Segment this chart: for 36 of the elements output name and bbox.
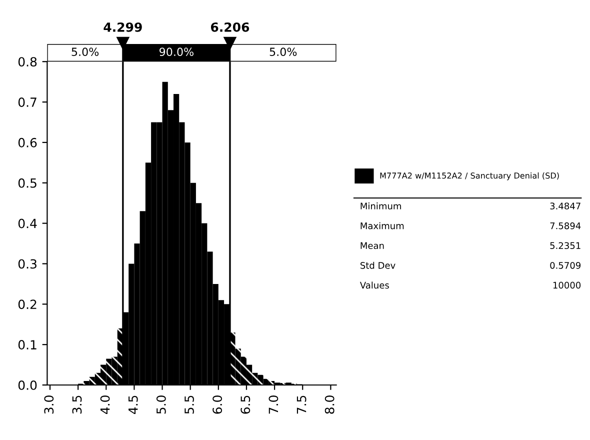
ref-line-label: 6.206 <box>210 22 250 32</box>
x-tick-label: 3.0 <box>44 396 54 414</box>
text: Mean <box>360 242 384 250</box>
x-tick-label: 7.5 <box>296 396 306 414</box>
text: 3.4847 <box>550 202 580 210</box>
y-tick-label: 0.3 <box>18 259 36 269</box>
text: Maximum <box>360 222 404 230</box>
text: 90.0% <box>160 48 194 56</box>
text: 0.5709 <box>550 262 581 269</box>
y-tick-label: 0.0 <box>18 380 37 390</box>
x-tick-label: 6.0 <box>212 396 222 414</box>
y-tick-label: 0.2 <box>18 300 36 310</box>
ref-line-label: 4.299 <box>104 22 142 32</box>
y-tick-label: 0.4 <box>18 218 37 228</box>
y-tick-label: 0.1 <box>18 340 36 350</box>
x-tick-label: 5.5 <box>184 396 194 414</box>
text: Minimum <box>360 202 401 210</box>
x-tick-label: 8.0 <box>324 396 334 414</box>
x-tick-label: 4.5 <box>128 396 138 414</box>
text: Values <box>360 282 389 289</box>
y-tick-label: 0.6 <box>18 138 37 148</box>
y-tick-label: 0.5 <box>18 178 36 188</box>
y-tick-label: 0.7 <box>18 97 36 107</box>
x-tick-label: 7.0 <box>268 396 278 414</box>
x-tick-label: 6.5 <box>240 396 250 414</box>
y-tick-label: 0.8 <box>18 57 37 67</box>
x-tick-label: 4.0 <box>100 396 110 414</box>
x-tick-label: 5.0 <box>156 396 166 414</box>
text: 5.2351 <box>550 242 580 250</box>
text: 7.5894 <box>550 222 581 230</box>
text: 10000 <box>553 282 581 289</box>
text: Std Dev <box>360 262 396 269</box>
legend-label: M777A2 w/M1152A2 / Sanctuary Denial (SD) <box>380 172 559 180</box>
text: 5.0% <box>270 48 297 56</box>
x-tick-label: 3.5 <box>72 396 82 414</box>
text: 5.0% <box>72 48 99 56</box>
